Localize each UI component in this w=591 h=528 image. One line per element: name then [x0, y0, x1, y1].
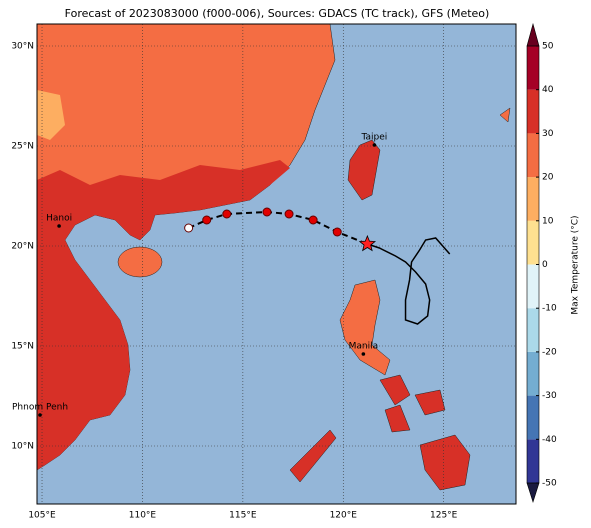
forecast-point: [284, 209, 294, 219]
city-label: Taipei: [361, 133, 388, 143]
colorbar-tick-label: -10: [542, 304, 557, 314]
y-tick-label: 10°N: [11, 442, 34, 452]
x-tick-label: 120°E: [330, 511, 358, 521]
colorbar-tick-label: 30: [542, 129, 554, 139]
colorbar-tick-label: 0: [542, 260, 548, 270]
colorbar-band: [527, 308, 539, 352]
map-frame: [36, 23, 517, 505]
city-marker: [361, 352, 366, 356]
x-tick-label: 105°E: [28, 511, 56, 521]
colorbar-tick-label: 20: [542, 173, 554, 183]
forecast-point: [332, 227, 342, 237]
forecast-point: [202, 215, 212, 225]
colorbar-tick-label: -50: [542, 479, 557, 489]
past-track: [367, 237, 451, 325]
colorbar-band: [527, 46, 539, 90]
colorbar-tick-label: -30: [542, 391, 557, 401]
forecast-point: [184, 223, 194, 233]
city-label: Hanoi: [46, 214, 72, 224]
colorbar-tick-label: 50: [542, 42, 554, 52]
y-tick-label: 25°N: [11, 142, 34, 152]
current-position: [358, 234, 377, 252]
colorbar-band: [527, 351, 539, 396]
colorbar-extend: [526, 482, 540, 503]
city-label: Phnom Penh: [12, 403, 68, 413]
city-marker: [38, 413, 42, 417]
colorbar-band: [527, 439, 539, 483]
colorbar-tick-label: 10: [542, 216, 554, 226]
colorbar: -50 -40 -30 -20 -10 0 10 20 30 40 50: [526, 22, 557, 503]
colorbar-tick-label: -20: [542, 347, 557, 357]
x-tick-label: 110°E: [129, 511, 157, 521]
colorbar-band: [527, 177, 539, 221]
colorbar-tick-label: -40: [542, 435, 557, 445]
colorbar-band: [527, 264, 539, 309]
colorbar-band: [527, 133, 539, 178]
city-marker: [372, 143, 377, 147]
forecast-point: [308, 215, 318, 225]
colorbar-extend: [526, 22, 540, 47]
colorbar-band: [527, 395, 539, 440]
y-tick-label: 15°N: [11, 342, 34, 352]
y-tick-label: 20°N: [11, 242, 34, 252]
city-marker: [57, 224, 61, 228]
chart-title: Forecast of 2023083000 (f000-006), Sourc…: [65, 7, 490, 20]
forecast-point: [262, 207, 272, 217]
x-tick-label: 115°E: [229, 511, 257, 521]
forecast-point: [222, 209, 232, 219]
city-label: Manila: [349, 342, 379, 352]
colorbar-label: Max Temperature (°C): [571, 215, 581, 314]
colorbar-band: [527, 220, 539, 265]
land: [36, 23, 511, 491]
x-tick-label: 125°E: [430, 511, 458, 521]
colorbar-tick-label: 40: [542, 85, 554, 95]
colorbar-band: [527, 89, 539, 134]
y-tick-label: 30°N: [11, 42, 34, 52]
